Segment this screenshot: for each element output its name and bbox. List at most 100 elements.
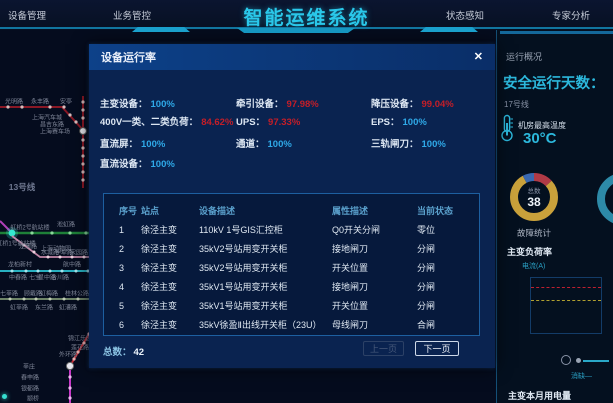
station-label: 东兰路 — [34, 305, 54, 312]
line13-label: 13号线 — [8, 182, 36, 192]
table-cell: 5 — [119, 300, 125, 311]
table-cell: 分闸 — [417, 282, 436, 292]
stat-value: 100% — [421, 139, 446, 150]
station-label: 昌吉东路 — [39, 122, 65, 129]
station-label: 七莘路 — [0, 291, 19, 298]
table-row: 1 徐泾主变 110kV 1号GIS汇控柜 Q0开关分闸 零位 — [104, 220, 479, 239]
stat-label: UPS： — [236, 117, 266, 128]
station-label: 宋园路 — [69, 250, 89, 257]
station-label: 淞虹路 — [56, 222, 76, 229]
table-cell: 2 — [119, 243, 125, 254]
total-count: 总数： 42 — [103, 344, 144, 358]
station-label: 航中路 — [62, 262, 82, 269]
stat-item: 直流屏： 100% — [100, 136, 165, 150]
stat-label: 直流设备： — [100, 159, 148, 170]
table-cell: 徐泾主变 — [141, 225, 178, 235]
table-header-row: 序号 站点 设备描述 属性描述 当前状态 — [104, 201, 479, 220]
table-cell: 合闸 — [417, 320, 436, 330]
temp-label: 机房最高温度 — [518, 121, 566, 130]
station-label: 上海汽车城 — [31, 115, 63, 122]
table-cell: 分闸 — [417, 263, 436, 273]
thermometer-icon — [500, 114, 515, 147]
stat-label: 通道： — [236, 139, 265, 150]
energy-title: 主变本月用电量 — [508, 391, 572, 401]
table-row: 6 徐泾主变 35kV徐盈Ⅱ出线开关柜（23U） 母线闸刀 合闸 — [104, 315, 479, 334]
station-label: 合川路 — [50, 275, 70, 282]
safe-days-label: 安全运行天数： — [503, 76, 605, 92]
station-label: 虹莘路 — [9, 305, 29, 312]
station-label: 上海赛车场 — [39, 129, 71, 136]
station-label: 虹桥1号航站楼 — [0, 241, 36, 248]
modal-title: 设备运行率 — [101, 52, 156, 64]
station-label: 虹桥2号航站楼 — [10, 225, 50, 232]
nav-item-equipment[interactable]: 设备管理 — [8, 11, 47, 22]
table-row: 2 徐泾主变 35kV2号站用变开关柜 接地闸刀 分闸 — [104, 239, 479, 258]
station-label: 莘庄 — [22, 364, 36, 371]
table-header-cell: 当前状态 — [417, 206, 454, 216]
station-label: 春申路 — [20, 375, 40, 382]
table-cell: 35kV2号站用变开关柜 — [199, 244, 288, 254]
next-page-button[interactable]: 下一页 — [415, 341, 459, 356]
close-icon[interactable]: ✕ — [473, 50, 483, 63]
station-label: 莲花路 — [70, 345, 90, 352]
station-label: 虹梅路 — [39, 291, 59, 298]
station-label: 七宝 — [28, 275, 42, 282]
table-row: 5 徐泾主变 35kV1号站用变开关柜 开关位置 分闸 — [104, 296, 479, 315]
donut-segment — [510, 173, 558, 221]
table-cell: 母线闸刀 — [332, 320, 369, 330]
stat-value: 97.98% — [286, 99, 319, 110]
station-label: 星中路 — [37, 275, 57, 282]
nav-underline — [0, 27, 613, 29]
interchange-station-dot — [79, 127, 87, 135]
nav-item-expert[interactable]: 专家分析 — [552, 11, 591, 22]
table-cell: 开关位置 — [332, 301, 369, 311]
stat-item: 通道： 100% — [236, 136, 292, 150]
line17-label: 17号线 — [504, 100, 529, 109]
table-header-cell: 序号 — [119, 206, 138, 216]
table-cell: 徐泾主变 — [141, 320, 178, 330]
donut-segment — [510, 173, 558, 221]
table-cell: 35kV1号站用变开关柜 — [199, 301, 288, 311]
stat-item: 直流设备： 100% — [100, 156, 175, 170]
nav-item-business[interactable]: 业务管控 — [113, 11, 152, 22]
stat-value: 100% — [141, 139, 166, 150]
table-row: 3 徐泾主变 35kV2号站用变开关柜 开关位置 分闸 — [104, 258, 479, 277]
nav-item-status[interactable]: 状态感知 — [446, 11, 485, 22]
total-label: 总数： — [103, 347, 132, 358]
app-title: 智能运维系统 — [243, 8, 370, 29]
stat-label: 直流屏： — [100, 139, 139, 150]
table-cell: 徐泾主变 — [141, 263, 178, 273]
stat-item: 400V一类、二类负荷： 84.62% — [100, 114, 233, 128]
threshold-line-warn — [531, 300, 601, 301]
stat-item: 主变设备： 100% — [100, 96, 175, 110]
table-cell: 徐泾主变 — [141, 282, 178, 292]
device-status-table: 序号 站点 设备描述 属性描述 当前状态 1 徐泾主变 110kV 1号GIS汇控柜 Q0开关分… — [103, 193, 480, 336]
hongqiao-glow-node — [8, 229, 16, 237]
nav-deco-trapezoid — [132, 27, 190, 32]
legend-text: 消缺— — [571, 373, 592, 380]
station-label: 水城路 — [40, 250, 60, 257]
secondary-donut-chart — [597, 173, 613, 225]
stat-value: 100% — [150, 99, 175, 110]
stat-value: 100% — [150, 159, 175, 170]
stat-item: 牵引设备： 97.98% — [236, 96, 319, 110]
station-label: 中春路 — [8, 275, 28, 282]
nav-deco-trapezoid — [420, 27, 478, 32]
prev-page-button[interactable]: 上一页 — [363, 341, 404, 356]
table-cell: 35kV2号站用变开关柜 — [199, 263, 288, 273]
stat-item: 三轨闸刀： 100% — [371, 136, 446, 150]
fault-donut-caption: 故障统计 — [516, 228, 551, 238]
stat-value: 100% — [267, 139, 292, 150]
stat-label: EPS： — [371, 117, 400, 128]
legend-marker-circle[interactable] — [561, 355, 571, 365]
stat-label: 主变设备： — [100, 99, 148, 110]
station-label: 安亭 — [59, 99, 73, 106]
station-label: 龙溪路 — [18, 244, 38, 251]
table-header-cell: 站点 — [141, 206, 160, 216]
table-cell: 1 — [119, 224, 125, 235]
table-cell: 6 — [119, 319, 125, 330]
stat-label: 400V一类、二类负荷： — [100, 117, 199, 128]
xinzhuang-interchange-dot — [65, 361, 75, 371]
station-label: 银都路 — [20, 386, 40, 393]
